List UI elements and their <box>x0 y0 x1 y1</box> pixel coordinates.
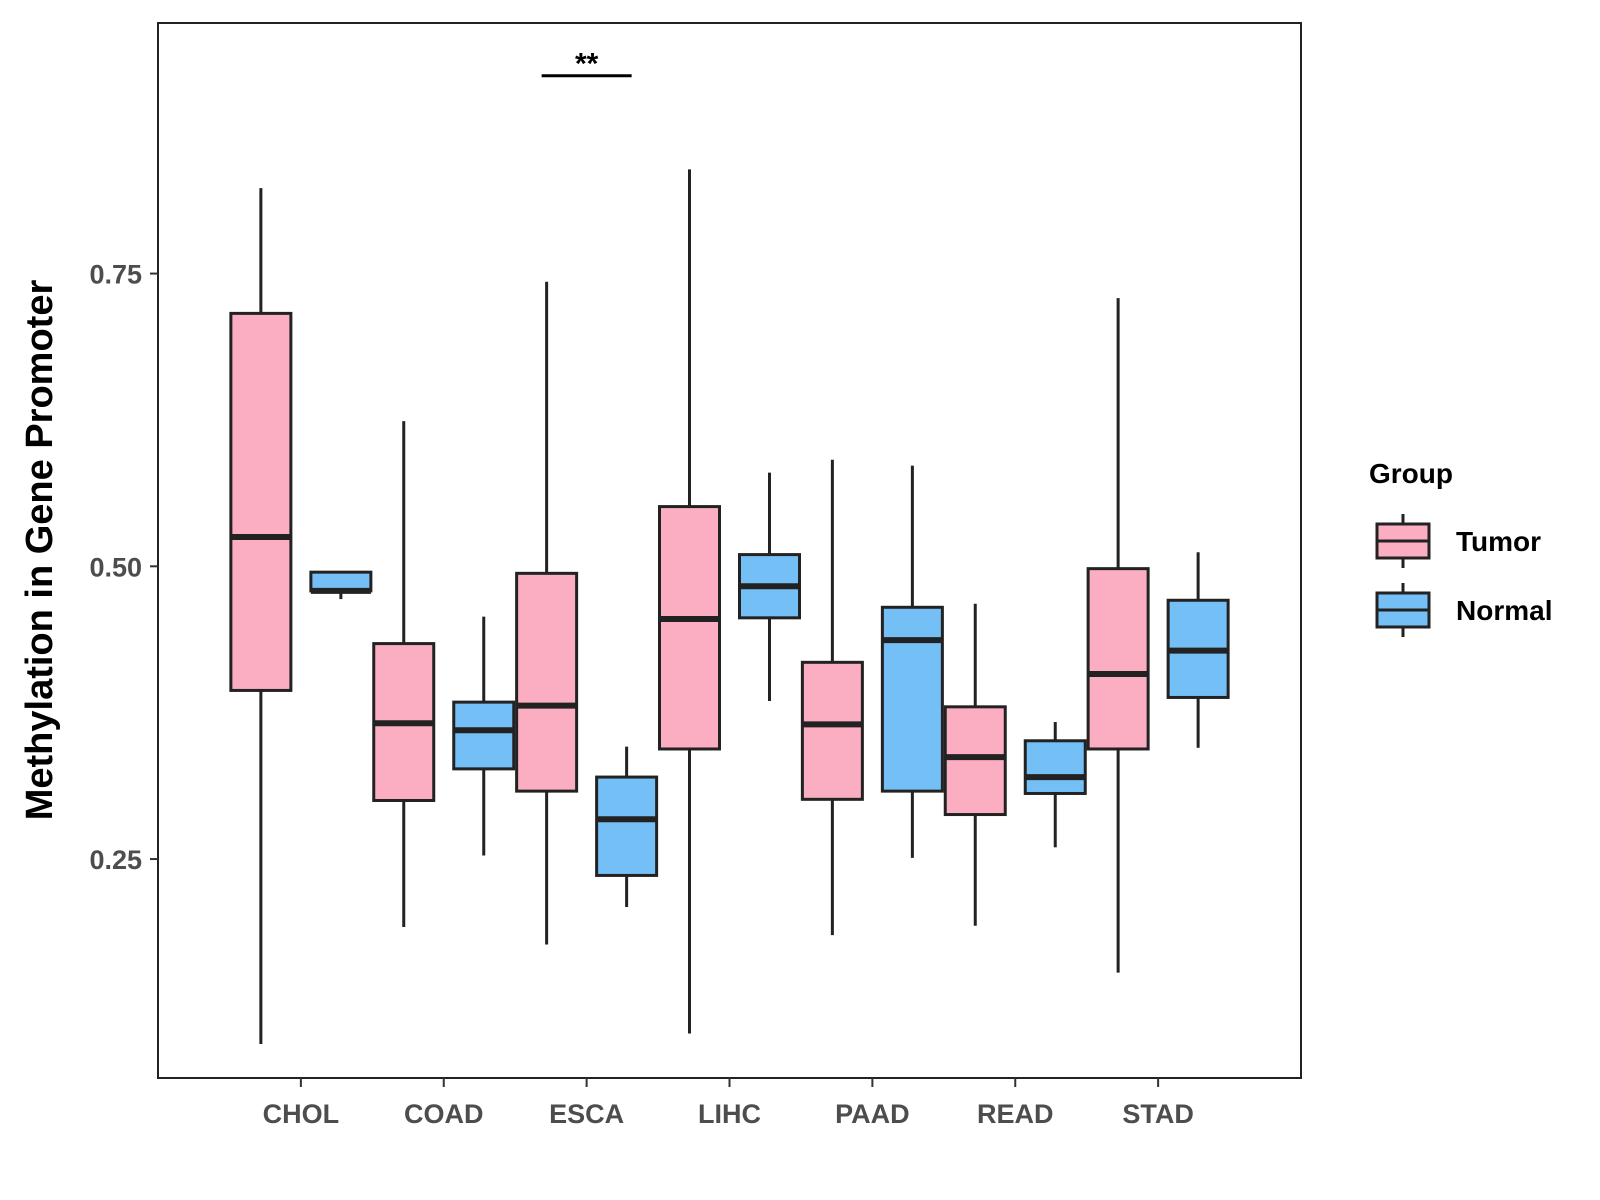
x-tick-label: LIHC <box>698 1099 761 1129</box>
legend: Group Tumor Normal <box>1369 458 1552 637</box>
box-normal-chol <box>309 570 373 600</box>
box-tumor-paad <box>800 459 864 936</box>
y-axis: 0.25 0.50 0.75 <box>89 260 158 875</box>
box-iqr <box>452 700 516 771</box>
y-tick-label: 0.25 <box>89 845 142 875</box>
box-tumor-stad <box>1086 298 1150 973</box>
box-iqr <box>1086 567 1150 751</box>
box-tumor-esca <box>515 281 579 945</box>
x-tick-label: CHOL <box>263 1099 340 1129</box>
box-iqr <box>800 660 864 801</box>
legend-item-tumor: Tumor <box>1375 514 1541 568</box>
box-normal-lihc <box>738 472 801 701</box>
y-tick-label: 0.75 <box>89 260 142 290</box>
y-tick-label: 0.50 <box>89 552 142 582</box>
annotations: ** <box>541 48 632 81</box>
box-normal-coad <box>452 616 516 856</box>
box-iqr <box>880 605 944 793</box>
box-tumor-read <box>943 603 1007 926</box>
x-tick-label: READ <box>977 1099 1054 1129</box>
x-tick-label: COAD <box>404 1099 484 1129</box>
box-iqr <box>515 571 579 793</box>
x-tick-label: PAAD <box>835 1099 910 1129</box>
box-iqr <box>229 311 293 692</box>
legend-title: Group <box>1369 458 1453 489</box>
box-tumor-chol <box>229 188 293 1045</box>
legend-label: Normal <box>1456 595 1552 626</box>
box-iqr <box>595 775 659 877</box>
boxes <box>229 169 1230 1045</box>
x-tick-label: STAD <box>1122 1099 1194 1129</box>
y-axis-title: Methylation in Gene Promoter <box>19 280 61 821</box>
box-normal-stad <box>1166 552 1230 748</box>
box-normal-esca <box>595 746 659 908</box>
x-axis: CHOL COAD ESCA LIHC PAAD READ STAD <box>263 1078 1194 1129</box>
legend-item-normal: Normal <box>1375 583 1552 637</box>
box-tumor-coad <box>372 421 436 927</box>
box-normal-paad <box>880 465 944 858</box>
plot-panel <box>157 22 1302 1079</box>
box-iqr <box>943 705 1007 817</box>
x-tick-label: ESCA <box>549 1099 624 1129</box>
box-iqr <box>658 505 721 751</box>
significance-label: ** <box>575 48 599 81</box>
legend-label: Tumor <box>1456 526 1541 557</box>
box-normal-read <box>1023 722 1087 848</box>
box-iqr <box>1023 739 1087 795</box>
box-tumor-lihc <box>658 169 721 1034</box>
